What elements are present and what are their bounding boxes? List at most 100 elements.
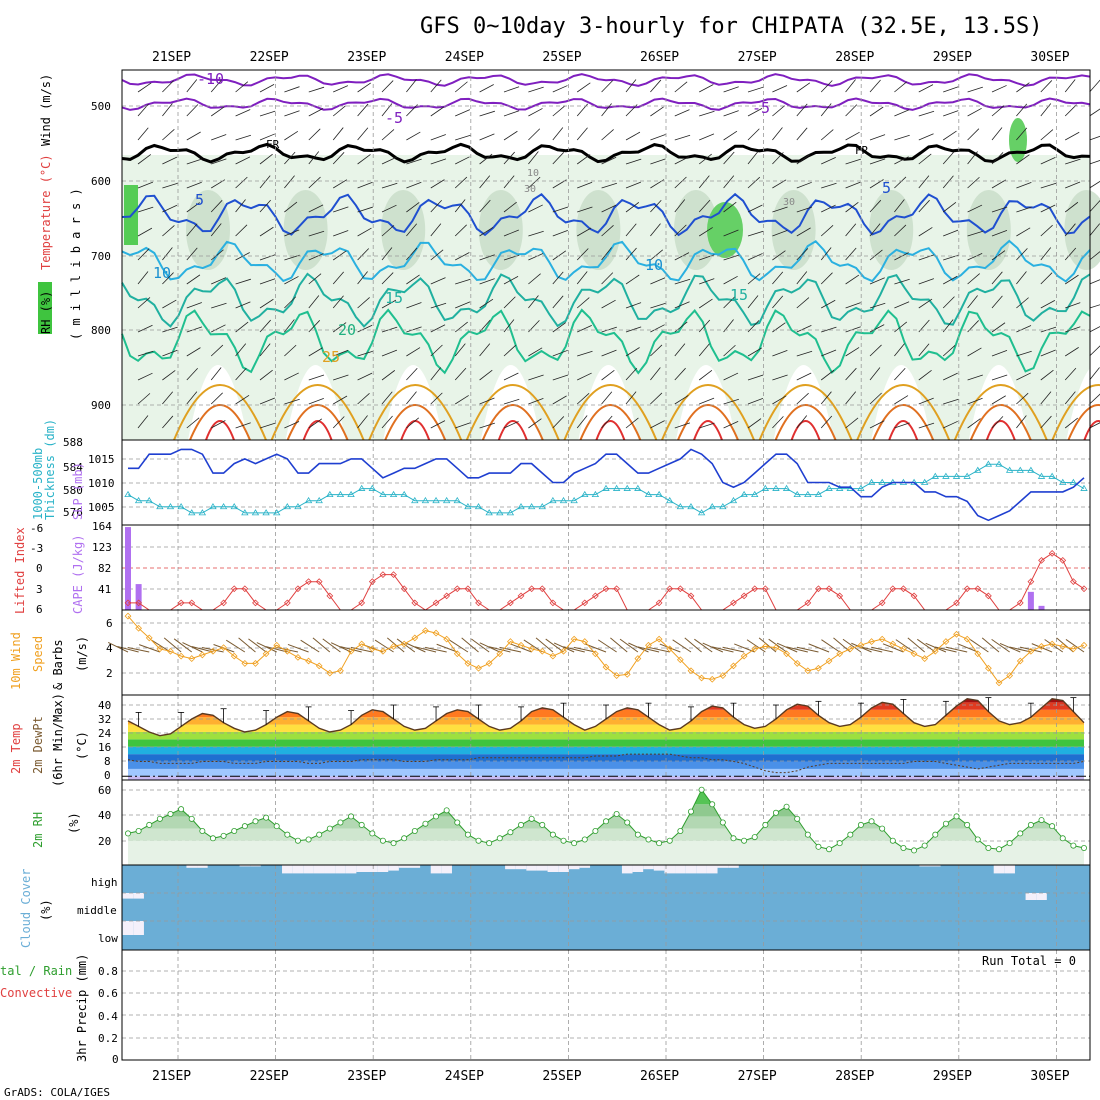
upper-wind-barb: [625, 181, 642, 189]
contour-label-25: 25: [322, 348, 340, 366]
upper-wind-barb: [943, 86, 959, 93]
upper-wind-barb: [1016, 82, 1030, 93]
rh-point: [358, 821, 365, 828]
upper-wind-barb: [967, 347, 982, 357]
upper-wind-barb: [772, 85, 788, 93]
upper-wind-barb: [943, 398, 959, 405]
upper-wind-barb: [332, 152, 345, 165]
rh-point: [815, 843, 822, 850]
cape-bar: [1038, 605, 1045, 610]
temperature-lines: [122, 697, 1090, 777]
upper-wind-barb: [211, 158, 227, 165]
thickness-point: [156, 503, 164, 510]
upper-wind-barb: [430, 420, 446, 429]
wind-speed-point: [730, 662, 737, 670]
upper-wind-barb: [650, 367, 661, 381]
wind-speed-point: [337, 667, 344, 675]
upper-wind-barb: [552, 206, 569, 213]
wind-speed-point: [1006, 672, 1014, 679]
wind-barb: [637, 646, 660, 653]
upper-wind-barb: [406, 131, 421, 141]
upper-wind-barb: [894, 422, 910, 429]
dry-plume: [578, 365, 639, 440]
upper-wind-barb: [918, 370, 932, 381]
li-tick-0: 0: [36, 562, 43, 575]
wind-speed-point: [1080, 641, 1088, 649]
thickness-point: [124, 490, 132, 498]
rh-point: [220, 832, 227, 839]
wind-barb: [265, 646, 288, 653]
isotherm-30-arch: [774, 404, 837, 441]
cloud-high-gap: [313, 865, 325, 874]
lifted-index-point: [315, 578, 323, 586]
upper-wind-barb: [1065, 158, 1081, 165]
wind-speed-point: [634, 655, 642, 662]
rh-point: [921, 842, 928, 849]
lifted-index-point: [751, 585, 759, 593]
upper-wind-barb: [430, 158, 447, 165]
upper-wind-barb: [943, 110, 959, 117]
precip-tick-02: 0.2: [98, 1032, 118, 1045]
upper-wind-barb: [772, 127, 783, 141]
upper-wind-barb: [625, 367, 638, 381]
upper-wind-barb: [308, 295, 320, 309]
upper-wind-barb: [625, 104, 638, 117]
upper-wind-barb: [528, 151, 539, 165]
upper-wind-barb: [577, 181, 593, 189]
cloud-high-gap: [388, 865, 399, 871]
upper-wind-barb: [699, 397, 715, 405]
cloud-low-gap: [133, 921, 144, 935]
upper-wind-barb: [430, 344, 443, 357]
temp-band: [128, 731, 1084, 740]
wind-speed-point: [581, 638, 589, 645]
upper-wind-barb: [625, 326, 642, 333]
upper-wind-barb: [1065, 181, 1081, 189]
footer-credit: GrADS: COLA/IGES: [4, 1086, 110, 1099]
upper-wind-barb: [772, 152, 784, 165]
upper-wind-barb: [210, 344, 224, 357]
rh-point: [273, 823, 280, 830]
upper-wind-barb: [1016, 372, 1031, 381]
upper-wind-barb: [674, 156, 690, 165]
thickness-point: [878, 478, 886, 485]
upper-wind-barb: [552, 349, 568, 357]
rh-point: [178, 806, 185, 813]
upper-wind-barb: [210, 223, 222, 237]
isotherm-25-arch: [661, 384, 755, 441]
wind-barb: [138, 644, 161, 653]
upper-wind-barb: [820, 247, 832, 261]
cloud-high-gap: [197, 865, 208, 868]
upper-wind-barb: [479, 397, 495, 405]
upper-wind-barb: [235, 134, 251, 141]
upper-wind-barb: [674, 278, 691, 285]
upper-tick-600: 600: [91, 175, 111, 188]
thickness-point: [538, 503, 546, 510]
isotherm-35-arch: [1083, 420, 1100, 441]
upper-wind-barb: [503, 344, 517, 357]
upper-wind-barb: [772, 271, 784, 285]
upper-wind-barb: [454, 343, 466, 357]
upper-wind-barb: [235, 343, 247, 357]
upper-wind-barb: [991, 85, 1007, 93]
wind-panel: [107, 609, 1091, 696]
wind-speed-point: [995, 679, 1003, 687]
upper-wind-barb: [186, 104, 199, 117]
upper-wind-barb: [918, 422, 935, 429]
upper-wind-barb: [357, 271, 368, 285]
upper-wind-barb: [332, 127, 344, 141]
upper-wind-barb: [211, 302, 227, 309]
upper-wind-barb: [406, 302, 422, 309]
upper-wind-barb: [625, 79, 637, 93]
lifted-index-point: [730, 599, 737, 607]
upper-wind-barb: [674, 109, 690, 117]
upper-tick-800: 800: [91, 324, 111, 337]
isotherm-25-arch: [563, 384, 658, 441]
wind-speed-point: [921, 655, 929, 662]
rh-point: [316, 831, 323, 838]
lifted-index-line: [124, 549, 1088, 611]
upper-wind-barb: [162, 103, 173, 117]
upper-wind-barb: [1016, 227, 1031, 237]
upper-wind-barb: [381, 103, 393, 117]
cloud-panel-grid: [122, 865, 1090, 950]
rh-point: [857, 821, 864, 828]
